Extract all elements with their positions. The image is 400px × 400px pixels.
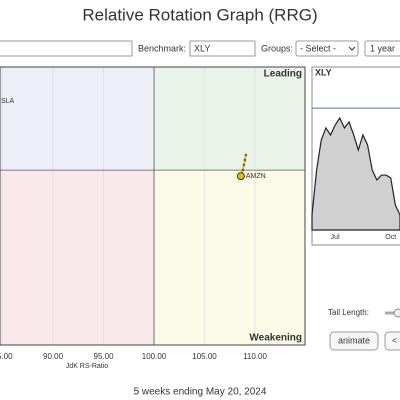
x-tick-label: 100.00 [142,352,167,361]
slider-handle[interactable] [393,308,400,318]
x-tick-label: 105.00 [192,352,217,361]
tail-point [244,153,248,157]
footer: 5 weeks ending May 20, 2024 [134,387,267,398]
tail-label: Tail Length: [328,308,369,317]
plot-frame [0,66,306,346]
side-title: XLY [315,67,332,77]
quadrant-label: Leading [264,69,302,80]
benchmark-label: Benchmark: [138,43,186,53]
tail-point [243,158,247,162]
benchmark-value: XLY [194,43,210,53]
quadrant-improving [0,67,155,171]
tail-point [242,163,246,167]
quadrant-weakening [154,170,305,345]
tail-point [241,168,245,172]
page-title: Relative Rotation Graph (RRG) [82,5,317,24]
symbol-input[interactable] [0,40,133,57]
x-tick-label: 95.00 [94,352,115,361]
animate-button[interactable] [329,331,379,351]
animate-text: animate [338,335,370,345]
quadrant-lagging [0,170,155,345]
series-label: AMZN [246,173,266,180]
x-tick-label: 110.00 [243,352,267,361]
price-area [311,116,400,231]
x-axis-title: JdK RS-Ratio [66,363,109,370]
back-text: < [392,335,397,345]
dropdown-arrow [348,46,356,51]
groups-label: Groups: [261,43,293,53]
quadrant-label: Weakening [249,333,302,344]
x-tick-label: Oct [385,234,396,241]
benchmark-input[interactable] [189,40,256,57]
quadrant-leading [154,67,305,171]
period-value: 1 year [370,43,395,53]
symbol-label: SLA [1,98,15,105]
x-tick-label: 85.00 [0,352,13,361]
x-tick-label: Jul [331,234,340,241]
head-point [236,172,245,181]
period-select[interactable] [364,40,400,57]
back-button[interactable] [384,331,400,351]
groups-select[interactable] [295,40,359,57]
x-tick-label: 90.00 [43,352,64,361]
groups-value: - Select - [300,43,336,53]
